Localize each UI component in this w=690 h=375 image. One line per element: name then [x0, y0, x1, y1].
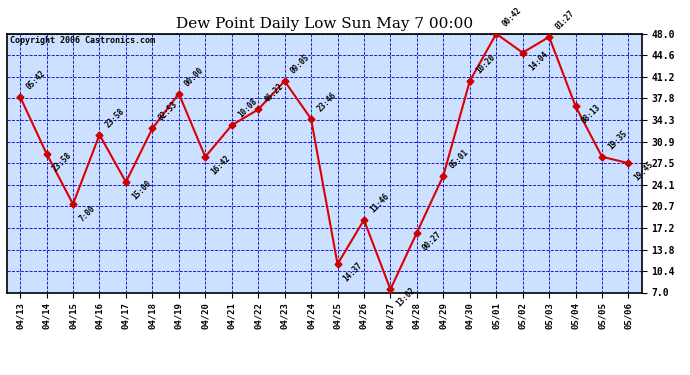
Text: 16:42: 16:42: [210, 153, 232, 176]
Text: 23:46: 23:46: [315, 91, 338, 113]
Text: 05:42: 05:42: [24, 69, 47, 91]
Text: 11:46: 11:46: [368, 192, 391, 214]
Title: Dew Point Daily Low Sun May 7 00:00: Dew Point Daily Low Sun May 7 00:00: [176, 17, 473, 31]
Text: 46:22: 46:22: [262, 81, 285, 104]
Text: 09:05: 09:05: [289, 53, 311, 75]
Text: 05:01: 05:01: [448, 147, 470, 170]
Text: 19:35: 19:35: [607, 129, 629, 151]
Text: 02:53: 02:53: [157, 100, 179, 123]
Text: 01:27: 01:27: [553, 9, 576, 32]
Text: 13:02: 13:02: [395, 286, 417, 309]
Text: 7:00: 7:00: [77, 204, 97, 224]
Text: 23:58: 23:58: [51, 150, 73, 173]
Text: Copyright 2006 Castronics.com: Copyright 2006 Castronics.com: [10, 36, 155, 45]
Text: 00:27: 00:27: [421, 229, 444, 252]
Text: 08:13: 08:13: [580, 103, 602, 126]
Text: 23:58: 23:58: [104, 106, 126, 129]
Text: 10:08: 10:08: [236, 97, 259, 120]
Text: 15:00: 15:00: [130, 179, 152, 201]
Text: 14:04: 14:04: [527, 50, 549, 72]
Text: 14:37: 14:37: [342, 261, 364, 284]
Text: 00:42: 00:42: [500, 6, 523, 28]
Text: 19:45: 19:45: [633, 160, 656, 183]
Text: 10:20: 10:20: [474, 53, 497, 75]
Text: 00:00: 00:00: [183, 65, 206, 88]
